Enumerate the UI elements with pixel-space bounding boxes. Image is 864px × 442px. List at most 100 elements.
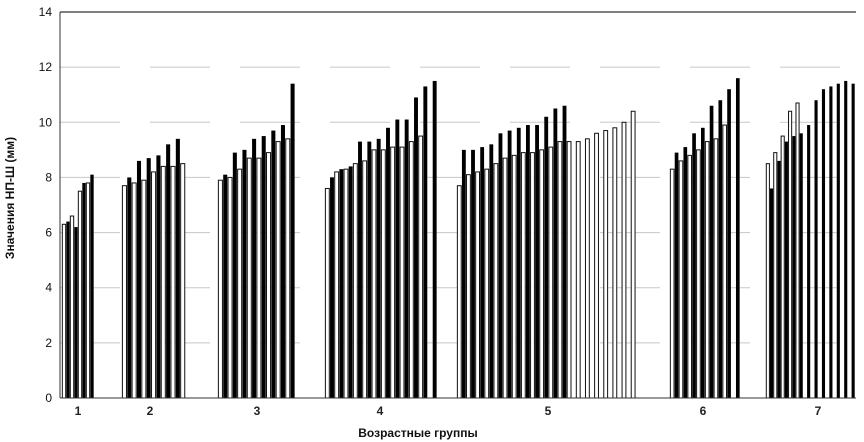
- bar-dark: [395, 119, 400, 399]
- group-label: 6: [700, 404, 707, 418]
- y-tick-label: 0: [45, 391, 52, 405]
- bar-dark: [792, 136, 796, 399]
- bar-dark: [74, 227, 78, 398]
- bar-light: [399, 146, 405, 399]
- bar-dark: [814, 100, 818, 398]
- bar-light: [380, 149, 386, 399]
- bar-dark: [66, 221, 70, 398]
- bar-light: [390, 146, 396, 399]
- bar-dark: [735, 78, 740, 399]
- bar-light: [141, 179, 147, 399]
- bar-light: [773, 152, 778, 399]
- group-label: 2: [147, 404, 154, 418]
- bar-light: [696, 149, 701, 399]
- bar-light: [678, 160, 684, 399]
- bar-dark: [829, 86, 833, 398]
- y-tick-label: 12: [39, 60, 53, 74]
- bar-dark: [175, 138, 180, 399]
- bar-dark: [367, 141, 372, 399]
- bar-dark: [339, 169, 344, 398]
- x-axis-title: Возрастные группы: [358, 426, 477, 440]
- bar-light: [371, 149, 377, 399]
- group-label: 3: [254, 404, 261, 418]
- bar-light: [334, 171, 340, 399]
- bar-dark: [166, 144, 171, 398]
- bar-dark: [544, 116, 549, 399]
- bar-dark: [280, 125, 285, 399]
- bar-light: [530, 152, 535, 399]
- bar-light: [456, 185, 462, 399]
- bar-dark: [799, 133, 803, 399]
- bar-dark: [516, 127, 521, 399]
- bar-dark: [784, 141, 788, 399]
- bar-light: [77, 190, 83, 399]
- bar-light: [121, 185, 127, 399]
- bar-light: [151, 171, 157, 399]
- bar-dark: [432, 80, 437, 398]
- bar-light: [285, 138, 291, 399]
- bar-light: [256, 157, 262, 399]
- y-tick-labels: 0 2 4 6 8 10 12 14: [39, 5, 53, 405]
- bar-dark: [836, 83, 840, 398]
- bar-light: [227, 176, 233, 399]
- bar-dark: [330, 177, 334, 398]
- bar-light: [612, 127, 618, 399]
- bar-dark: [507, 130, 512, 399]
- bar-light: [584, 138, 590, 399]
- bar-light: [466, 174, 471, 399]
- bar-light: [722, 124, 728, 399]
- bar-light: [566, 141, 572, 399]
- bar-light: [362, 160, 368, 399]
- bar-light: [275, 141, 281, 399]
- y-tick-label: 10: [39, 115, 53, 129]
- bar-dark: [700, 127, 705, 399]
- bar-dark: [718, 100, 723, 398]
- bar-dark: [232, 152, 237, 398]
- bar-dark: [136, 160, 142, 398]
- bar-dark: [553, 108, 558, 398]
- y-axis-title: Значения НП-Ш (мм): [3, 137, 17, 259]
- bar-light: [324, 187, 330, 399]
- bar-dark: [471, 149, 475, 398]
- bar-dark: [844, 80, 848, 398]
- group-label: 1: [75, 404, 82, 418]
- bar-dark: [358, 141, 362, 399]
- group-label: 7: [815, 404, 822, 418]
- y-tick-label: 2: [45, 336, 52, 350]
- bar-dark: [242, 149, 247, 398]
- bar-light: [788, 110, 793, 399]
- bar-light: [621, 121, 627, 399]
- bar-light: [493, 163, 499, 399]
- bar-light: [603, 130, 609, 399]
- y-tick-label: 14: [39, 5, 53, 19]
- bar-dark: [727, 89, 731, 398]
- bar-light: [575, 141, 581, 399]
- bar-dark: [156, 155, 161, 398]
- bar-light: [713, 138, 719, 399]
- bar-light: [408, 141, 414, 399]
- bar-dark: [386, 127, 390, 399]
- bar-light: [180, 163, 186, 399]
- group-label: 4: [377, 404, 384, 418]
- y-tick-label: 6: [45, 226, 52, 240]
- bar-light: [539, 149, 545, 399]
- bar-dark: [461, 149, 466, 398]
- bar-light: [780, 135, 785, 399]
- bar-dark: [498, 133, 503, 399]
- bar-dark: [252, 138, 257, 399]
- bar-dark: [692, 133, 696, 399]
- bar-light: [352, 163, 358, 399]
- bar-dark: [821, 89, 826, 398]
- y-tick-label: 8: [45, 170, 52, 184]
- bar-light: [246, 157, 252, 399]
- bar-light: [85, 182, 91, 399]
- bar-light: [160, 165, 166, 399]
- bar-dark: [807, 125, 811, 399]
- bar-dark: [82, 182, 86, 398]
- bar-dark: [683, 147, 688, 398]
- bar-dark: [348, 166, 353, 398]
- bar-dark: [709, 105, 714, 398]
- bar-light: [418, 135, 424, 399]
- bar-light: [548, 146, 554, 399]
- bar-dark: [423, 86, 428, 398]
